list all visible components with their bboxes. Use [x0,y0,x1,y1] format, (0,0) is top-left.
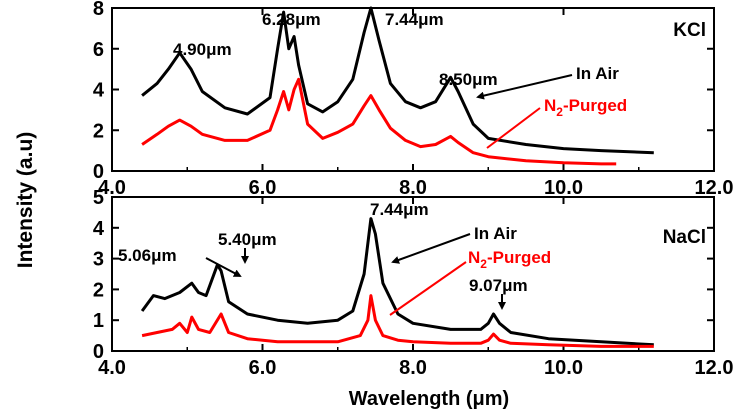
x-axis-label: Wavelength (μm) [349,388,509,409]
kcl-x-tick-label: 4.0 [98,177,126,199]
nacl-y-tick-label: 3 [93,249,104,271]
annotation-nacl-5-40: 5.40μm [218,230,277,249]
kcl-x-tick-label: 12.0 [695,177,734,199]
nacl-y-tick-label: 2 [93,279,104,301]
annotation-kcl-7-44: 7.44μm [385,10,444,29]
arrow-kcl-in-air [476,74,573,100]
arrow-nacl-n2-purged [389,261,467,316]
nacl-x-tick-label: 8.0 [399,357,427,379]
panel-nacl-y-ticks: 0 1 2 3 4 5 [93,187,714,363]
panel-nacl-frame [111,196,715,352]
annotation-kcl-6-28: 6.28μm [262,10,321,29]
panel-kcl-x-ticks: 4.0 6.0 8.0 10.0 12.0 [98,8,733,199]
panel-kcl: 4.0 6.0 8.0 10.0 12.0 0 2 4 6 8 KCl 4.90μm 6.28μ… [93,0,734,199]
nacl-x-tick-label: 12.0 [695,357,734,379]
panel-nacl-x-ticks: 4.0 6.0 8.0 10.0 12.0 [98,197,733,379]
nacl-series-n2-purged-line [141,294,654,348]
y-axis-label: Intensity (a.u) [14,132,37,269]
nacl-x-tick-label: 4.0 [98,357,126,379]
nacl-y-tick-label: 4 [93,218,105,240]
panel-nacl: 4.0 6.0 8.0 10.0 12.0 0 1 2 3 4 5 NaCl 5.06μm 5.4… [93,187,734,379]
kcl-y-tick-label: 6 [93,39,104,61]
kcl-y-tick-label: 8 [93,0,104,20]
panel-nacl-tag: NaCl [663,227,706,248]
annotation-nacl-5-06: 5.06μm [118,246,177,265]
kcl-x-tick-label: 8.0 [399,177,427,199]
annotation-kcl-8-50: 8.50μm [439,70,498,89]
panel-kcl-tag: KCl [673,20,706,41]
label-kcl-in-air: In Air [576,64,619,83]
kcl-y-tick-label: 2 [93,120,104,142]
panel-nacl-series [140,217,654,348]
annotation-nacl-7-44: 7.44μm [370,200,429,219]
kcl-y-tick-label: 4 [93,80,105,102]
label-nacl-n2-purged: N2-Purged [468,248,551,271]
arrow-nacl-5-06 [205,257,242,277]
label-kcl-n2-purged: N2-Purged [544,96,627,119]
annotation-kcl-4-90: 4.90μm [173,40,232,59]
kcl-y-tick-label: 0 [93,161,104,183]
kcl-x-tick-label: 6.0 [249,177,277,199]
arrow-nacl-in-air [391,233,471,264]
arrow-kcl-n2-purged [486,107,541,149]
kcl-x-tick-label: 10.0 [544,177,583,199]
nacl-y-tick-label: 5 [93,187,104,209]
kcl-series-in-air-line [141,6,654,155]
label-nacl-in-air: In Air [474,224,517,243]
nacl-y-tick-label: 1 [93,310,104,332]
annotation-nacl-9-07: 9.07μm [469,276,528,295]
nacl-x-tick-label: 6.0 [249,357,277,379]
nacl-series-in-air-line [140,217,654,347]
nacl-x-tick-label: 10.0 [544,357,583,379]
kcl-series-n2-purged-line [141,77,617,166]
panel-kcl-series [141,6,654,166]
panel-kcl-y-ticks: 0 2 4 6 8 [93,0,714,183]
nacl-y-tick-label: 0 [93,341,104,363]
